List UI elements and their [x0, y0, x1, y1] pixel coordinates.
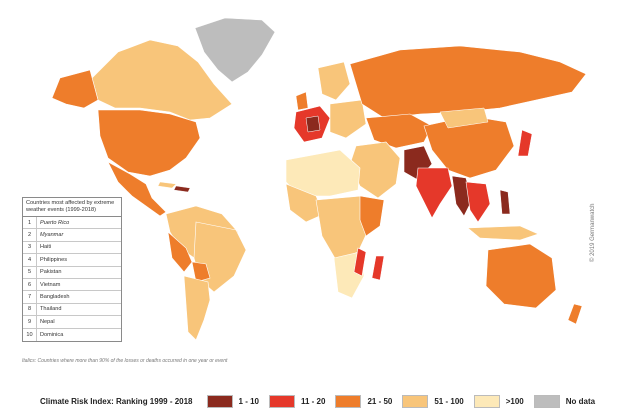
legend-item: 51 - 100: [402, 394, 464, 408]
region-australia: [485, 243, 557, 309]
region-usa: [97, 109, 201, 177]
legend-label: 51 - 100: [434, 396, 464, 406]
world-map-svg: [51, 17, 587, 341]
table-row: 5 Pakistan: [23, 266, 121, 279]
table-row: 9 Nepal: [23, 316, 121, 329]
legend-swatch: [402, 394, 429, 408]
legend-label: >100: [505, 396, 524, 406]
rank-cell: 4: [23, 254, 37, 266]
region-greenland: [194, 17, 276, 83]
table-row: 6 Vietnam: [23, 278, 121, 292]
country-cell: Haiti: [40, 244, 52, 251]
legend-label: 11 - 20: [300, 396, 326, 406]
legend-swatch: [473, 394, 500, 408]
region-mongolia: [439, 107, 489, 129]
region-japan: [517, 129, 533, 157]
region-mexico: [107, 161, 167, 217]
region-russia: [349, 45, 587, 119]
table-title: Countries most affected by extreme weath…: [23, 198, 121, 217]
region-france: [305, 115, 321, 133]
rank-cell: 9: [23, 316, 37, 328]
region-india: [415, 167, 453, 219]
region-philippines: [499, 189, 511, 215]
legend-swatch: [335, 394, 362, 408]
region-canada: [91, 39, 233, 121]
legend-label: No data: [565, 396, 596, 406]
region-cuba: [157, 181, 177, 189]
country-cell: Myanmar: [40, 232, 64, 239]
rank-cell: 10: [23, 328, 37, 341]
region-central-asia: [365, 113, 433, 149]
region-madagascar: [371, 255, 385, 281]
country-cell: Puerto Rico: [40, 219, 70, 226]
legend-swatch: [268, 394, 295, 408]
legend-item: 21 - 50: [335, 394, 393, 408]
rank-cell: 3: [23, 241, 37, 254]
world-map: Countries most affected by extreme weath…: [22, 17, 596, 342]
rank-cell: 7: [23, 291, 37, 303]
table-row: 7 Bangladesh: [23, 291, 121, 304]
region-uk: [295, 91, 309, 111]
rank-cell: 8: [23, 303, 37, 316]
table-row: 4 Philippines: [23, 254, 121, 267]
legend-swatch: [533, 394, 560, 408]
legend: Climate Risk Index: Ranking 1999 - 2018 …: [40, 393, 605, 409]
top-ten-table: Countries most affected by extreme weath…: [22, 197, 122, 342]
region-east-africa: [359, 195, 385, 237]
region-west-africa: [285, 183, 325, 223]
country-cell: Pakistan: [40, 269, 62, 276]
rank-cell: 1: [23, 217, 37, 229]
legend-item: 1 - 10: [206, 394, 259, 408]
rank-cell: 5: [23, 266, 37, 278]
table-row: 2 Myanmar: [23, 229, 121, 242]
legend-title: Climate Risk Index: Ranking 1999 - 2018: [40, 396, 193, 406]
country-cell: Nepal: [40, 318, 55, 325]
region-caribbean: [173, 185, 191, 193]
legend-item: >100: [473, 394, 524, 408]
region-bolivia: [191, 261, 211, 283]
table-row: 10 Dominica: [23, 328, 121, 341]
region-eastern-europe: [329, 99, 367, 139]
country-cell: Thailand: [40, 306, 62, 313]
country-cell: Dominica: [40, 331, 64, 338]
country-cell: Philippines: [40, 256, 68, 263]
table-row: 3 Haiti: [23, 241, 121, 255]
country-cell: Vietnam: [40, 281, 61, 288]
region-indonesia: [467, 225, 539, 241]
region-mozambique: [353, 247, 367, 277]
region-scandinavia: [317, 61, 351, 101]
region-new-zealand: [567, 303, 583, 325]
rank-cell: 2: [23, 229, 37, 241]
footnote: Italics: Countries where more than 90% o…: [22, 358, 228, 364]
legend-item: 11 - 20: [268, 394, 326, 408]
legend-item: No data: [533, 394, 596, 408]
copyright-label: © 2019 Germanwatch: [590, 203, 596, 262]
region-indochina: [465, 181, 491, 223]
region-argentina: [183, 275, 211, 341]
legend-swatch: [206, 394, 233, 408]
region-peru: [167, 231, 193, 273]
table-row: 8 Thailand: [23, 303, 121, 317]
legend-label: 21 - 50: [367, 396, 393, 406]
region-alaska: [51, 69, 99, 109]
legend-label: 1 - 10: [238, 396, 259, 406]
table-row: 1 Puerto Rico: [23, 217, 121, 230]
region-north-africa: [285, 149, 361, 197]
rank-cell: 6: [23, 278, 37, 291]
country-cell: Bangladesh: [40, 294, 70, 301]
